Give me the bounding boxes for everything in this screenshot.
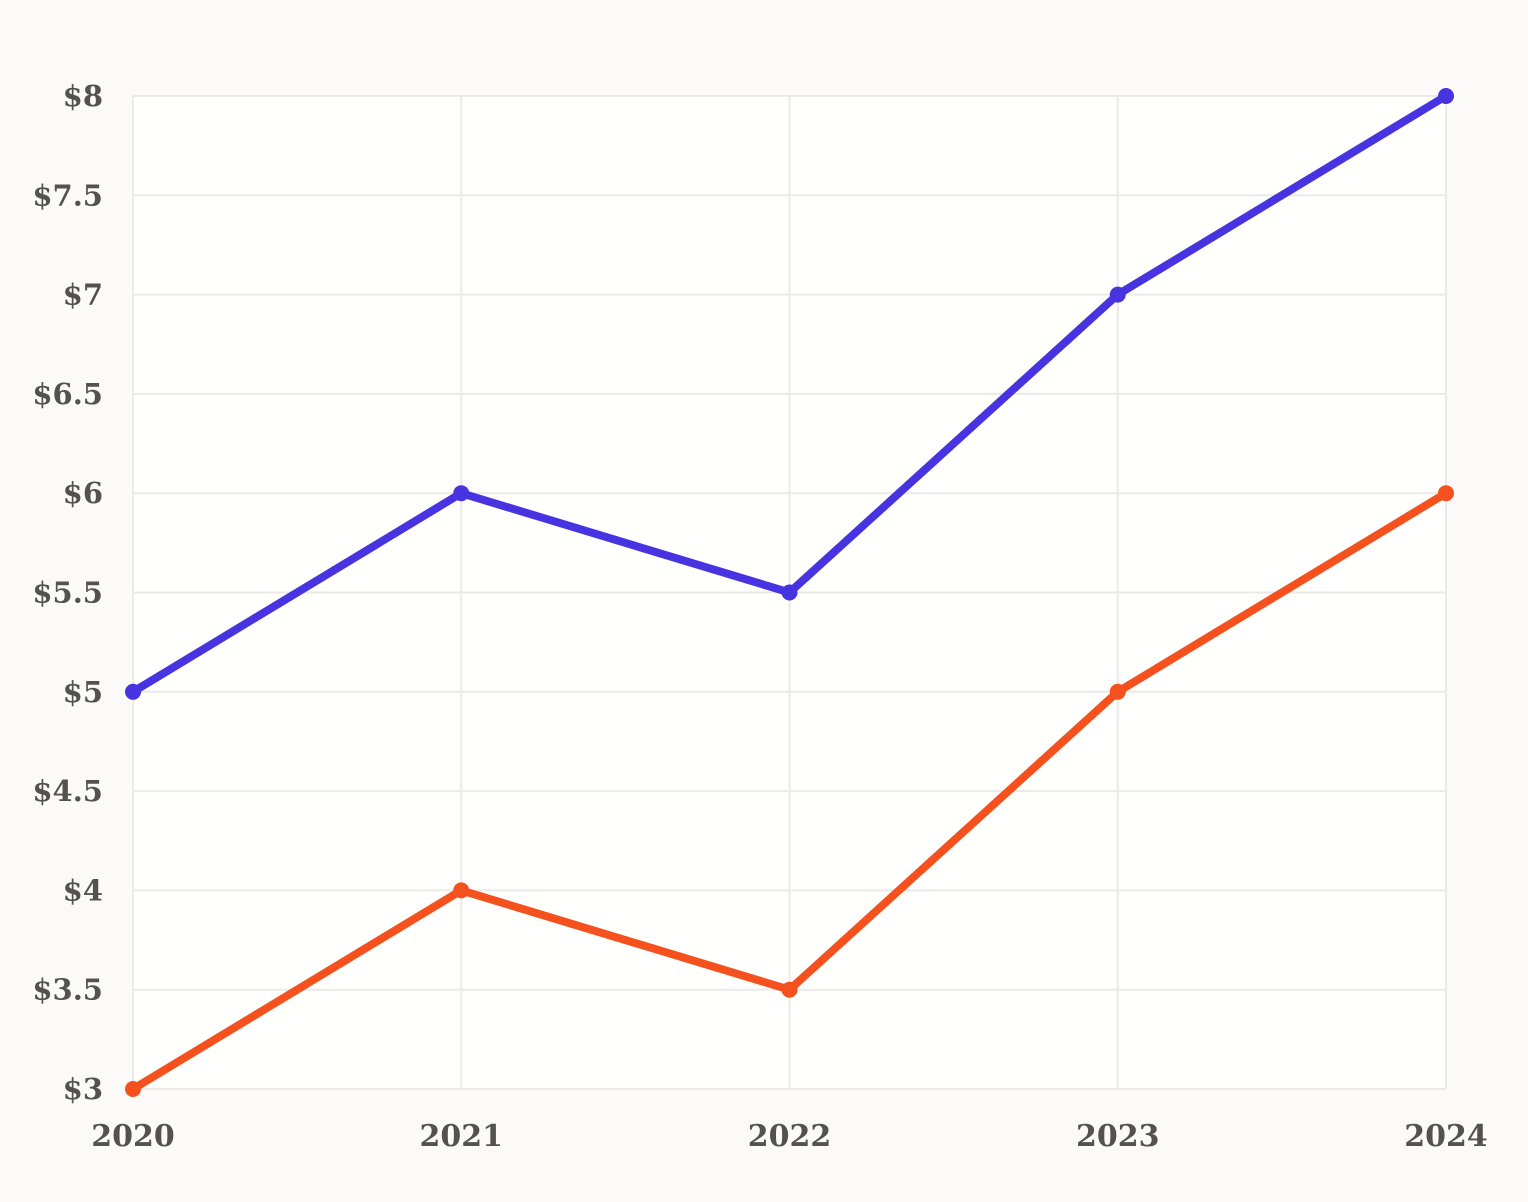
x-tick-label: 2021 [420,1119,504,1154]
y-tick-label: $5 [63,675,103,709]
data-point-blue-series-2022 [781,584,798,601]
y-tick-label: $5.5 [32,576,103,610]
y-tick-label: $6 [63,476,103,510]
data-point-orange-series-2024 [1438,485,1454,502]
x-tick-label: 2024 [1404,1119,1488,1154]
y-tick-label: $7 [63,278,103,312]
y-tick-label: $3.5 [32,973,103,1007]
data-point-orange-series-2020 [125,1081,141,1097]
data-point-blue-series-2020 [125,683,141,700]
data-point-orange-series-2022 [781,981,798,998]
x-tick-label: 2020 [91,1119,175,1154]
data-point-orange-series-2021 [453,882,470,899]
data-point-orange-series-2023 [1109,683,1126,700]
y-tick-label: $7.5 [32,178,103,212]
data-point-blue-series-2021 [453,485,470,502]
y-tick-label: $6.5 [32,377,103,411]
y-tick-label: $3 [63,1072,103,1106]
x-tick-label: 2022 [748,1119,832,1154]
y-tick-label: $4 [63,873,103,907]
data-point-blue-series-2024 [1438,88,1454,104]
y-tick-label: $8 [63,79,103,113]
y-tick-label: $4.5 [32,774,103,808]
data-point-blue-series-2023 [1109,286,1126,303]
x-tick-label: 2023 [1076,1119,1160,1154]
